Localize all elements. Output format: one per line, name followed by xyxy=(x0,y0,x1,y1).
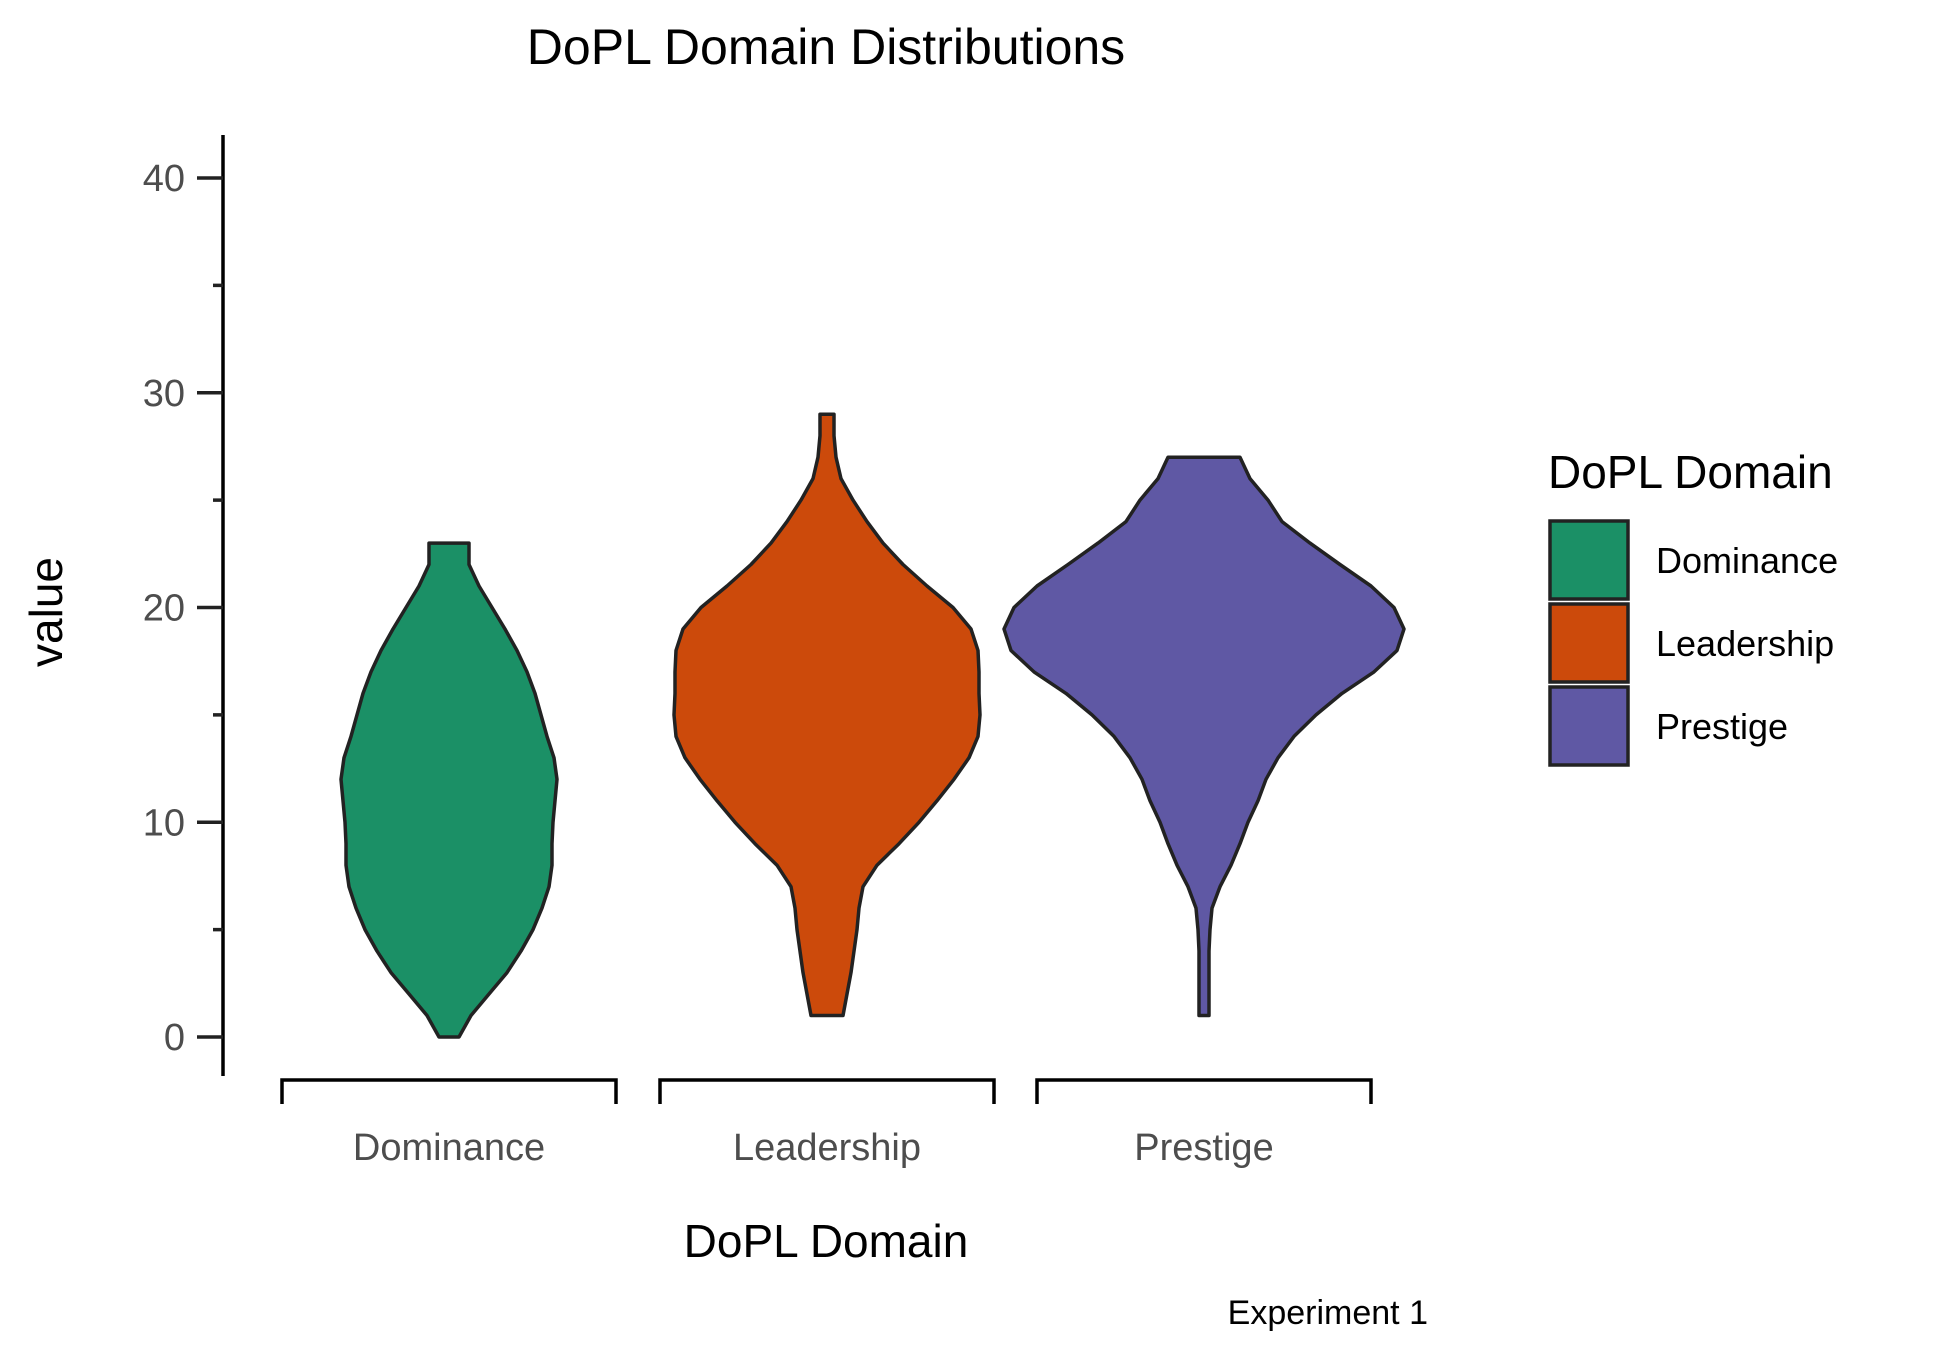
caption: Experiment 1 xyxy=(1228,1294,1428,1332)
violin-leadership xyxy=(672,412,982,1018)
x-bracket-dominance xyxy=(280,1078,618,1104)
y-tick-label: 40 xyxy=(143,158,185,200)
y-tick-label: 20 xyxy=(143,588,185,630)
x-axis: Dominance Leadership Prestige xyxy=(280,1078,1373,1169)
legend-key-prestige xyxy=(1548,685,1630,767)
chart-title: DoPL Domain Distributions xyxy=(527,19,1125,75)
x-bracket-prestige xyxy=(1035,1078,1373,1104)
x-tick-label-leadership: Leadership xyxy=(733,1127,921,1169)
legend-key-leadership xyxy=(1548,602,1630,684)
y-tick-label: 10 xyxy=(143,802,185,844)
legend-key-dominance xyxy=(1548,519,1630,601)
legend-label-leadership: Leadership xyxy=(1656,623,1834,664)
x-bracket-leadership xyxy=(658,1078,996,1104)
violin-dominance xyxy=(339,541,559,1039)
violins-group xyxy=(339,412,1406,1039)
y-axis-title: value xyxy=(20,557,72,667)
violin-prestige xyxy=(1002,455,1406,1018)
legend: DoPL Domain Dominance Leadership Prestige xyxy=(1548,446,1838,767)
legend-label-prestige: Prestige xyxy=(1656,706,1788,747)
legend-title: DoPL Domain xyxy=(1548,446,1833,498)
legend-label-dominance: Dominance xyxy=(1656,540,1838,581)
x-axis-title: DoPL Domain xyxy=(684,1215,969,1267)
y-tick-label: 0 xyxy=(164,1017,185,1059)
x-tick-label-dominance: Dominance xyxy=(353,1127,545,1169)
x-tick-label-prestige: Prestige xyxy=(1134,1127,1273,1169)
y-tick-label: 30 xyxy=(143,373,185,415)
y-axis: 0 10 20 30 40 xyxy=(143,135,225,1076)
